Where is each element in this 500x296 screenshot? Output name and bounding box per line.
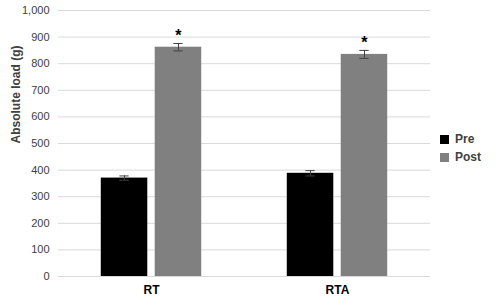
svg-text:Absolute load (g): Absolute load (g) [9, 46, 23, 144]
svg-text:600: 600 [31, 110, 49, 122]
svg-text:0: 0 [43, 270, 49, 282]
html-text:Pre: Pre [455, 132, 475, 146]
svg-text:RT: RT [144, 283, 161, 296]
svg-text:1,000: 1,000 [22, 4, 50, 16]
svg-text:200: 200 [31, 217, 49, 229]
svg-text:*: * [175, 27, 182, 44]
svg-text:400: 400 [31, 164, 49, 176]
svg-text:500: 500 [31, 137, 49, 149]
svg-text:700: 700 [31, 84, 49, 96]
svg-text:800: 800 [31, 57, 49, 69]
svg-text:100: 100 [31, 243, 49, 255]
svg-text:RTA: RTA [326, 283, 350, 296]
svg-text:*: * [361, 34, 368, 51]
html-text:Post: Post [455, 150, 481, 164]
svg-text:300: 300 [31, 190, 49, 202]
svg-text:900: 900 [31, 31, 49, 43]
